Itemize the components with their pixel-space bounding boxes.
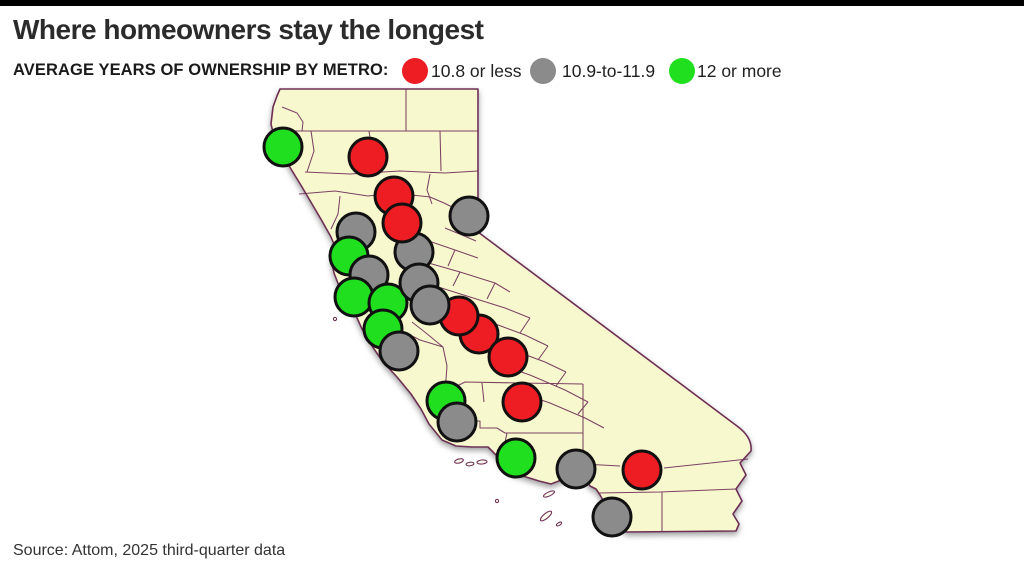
metro-dot-green: [333, 276, 375, 318]
metro-dot-gray: [448, 195, 490, 237]
county-boundaries: [281, 89, 749, 531]
metro-dot-green: [425, 380, 467, 422]
metro-dot-gray: [348, 254, 390, 296]
metro-dot-green: [262, 126, 304, 168]
california-outline: [270, 88, 752, 533]
legend-green-dot-icon: [669, 58, 695, 84]
metro-dots-layer: [262, 126, 663, 538]
source-note: Source: Attom, 2025 third-quarter data: [13, 542, 286, 559]
legend-item-red: 10.8 or less: [431, 61, 522, 81]
metro-dot-red: [373, 175, 415, 217]
metro-dot-red: [438, 295, 480, 337]
metro-dot-gray: [436, 401, 478, 443]
metro-dot-red: [458, 313, 500, 355]
legend-item-green: 12 or more: [697, 61, 782, 81]
metro-dot-green: [367, 282, 409, 324]
metro-dot-gray: [393, 231, 435, 273]
metro-dot-red: [501, 381, 543, 423]
metro-dot-gray: [335, 211, 377, 253]
page-title: Where homeowners stay the longest: [13, 14, 484, 45]
metro-dot-gray: [398, 262, 440, 304]
legend-item-gray: 10.9-to-11.9: [562, 61, 656, 81]
metro-dot-green: [495, 437, 537, 479]
metro-dot-gray: [555, 448, 597, 490]
legend-red-dot-icon: [402, 58, 428, 84]
top-rule-bar: [0, 0, 1024, 6]
metro-dot-gray: [378, 330, 420, 372]
metro-dot-gray: [591, 496, 633, 538]
legend: AVERAGE YEARS OF OWNERSHIP BY METRO: 10.…: [0, 57, 1024, 85]
metro-dot-green: [362, 308, 404, 350]
metro-dot-red: [347, 136, 389, 178]
channel-islands: [332, 316, 563, 527]
legend-label: AVERAGE YEARS OF OWNERSHIP BY METRO:: [13, 61, 389, 79]
metro-dot-red: [487, 336, 529, 378]
metro-dot-red: [621, 449, 663, 491]
metro-dot-gray: [409, 284, 451, 326]
legend-gray-dot-icon: [530, 58, 556, 84]
metro-dot-green: [328, 235, 370, 277]
metro-dot-red: [381, 202, 423, 244]
